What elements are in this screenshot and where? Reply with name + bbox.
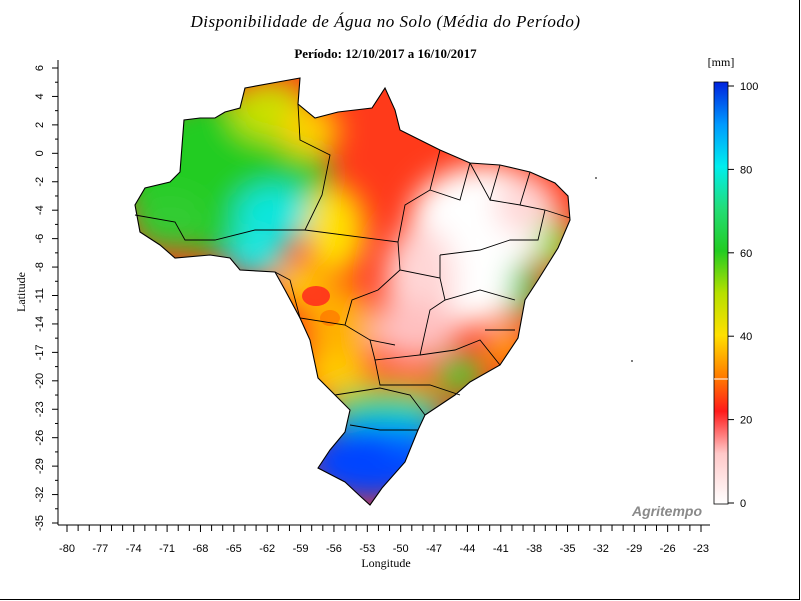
x-tick-label: -35 — [560, 543, 576, 555]
y-tick-label: 4 — [34, 93, 46, 99]
x-tick-label: -74 — [126, 543, 142, 555]
island-dot — [631, 360, 633, 362]
y-tick-label: -8 — [34, 262, 46, 272]
x-tick-label: -29 — [626, 543, 642, 555]
x-tick-label: -44 — [459, 543, 475, 555]
colorbar-unit: [mm] — [708, 55, 735, 69]
x-tick-label: -65 — [226, 543, 242, 555]
y-tick-label: -20 — [34, 373, 46, 389]
y-tick-label: -11 — [34, 288, 46, 303]
y-tick-label: -32 — [34, 487, 46, 503]
x-tick-label: -68 — [193, 543, 209, 555]
x-tick-label: -26 — [660, 543, 676, 555]
x-tick-label: -77 — [92, 543, 108, 555]
x-tick-label: -23 — [693, 543, 709, 555]
x-tick-label: -47 — [426, 543, 442, 555]
x-axis-label: Longitude — [361, 556, 410, 570]
y-tick-label: -26 — [34, 430, 46, 446]
state-borders — [134, 77, 571, 506]
y-tick-label: -29 — [34, 458, 46, 474]
y-tick-label: 0 — [34, 150, 46, 156]
map-title: Disponibilidade de Água no Solo (Média d… — [190, 12, 581, 31]
period-subtitle: Período: 12/10/2017 a 16/10/2017 — [294, 46, 477, 61]
x-tick-label: -50 — [393, 543, 409, 555]
x-tick-label: -56 — [326, 543, 342, 555]
colorbar-tick-label: 100 — [740, 81, 758, 93]
y-tick-label: -17 — [34, 344, 46, 360]
island-dot — [595, 177, 597, 179]
y-axis-ticks: 6 4 2 0 -2 -4 -6 -8 -11 -14 -17 -20 -23 -26 -29 -32 -35 — [34, 65, 58, 531]
y-tick-label: -6 — [34, 234, 46, 244]
water-availability-field — [135, 78, 570, 505]
x-tick-label: -53 — [359, 543, 375, 555]
x-tick-label: -59 — [293, 543, 309, 555]
y-tick-label: -14 — [34, 316, 46, 332]
x-tick-label: -62 — [259, 543, 275, 555]
colorbar-tick-label: 60 — [740, 248, 752, 260]
colorbar-tick-label: 0 — [740, 498, 746, 510]
x-tick-label: -41 — [493, 543, 509, 555]
agritempo-watermark: Agritempo — [632, 503, 702, 519]
y-tick-label: 6 — [34, 65, 46, 71]
colorbar-tick-label: 20 — [740, 415, 752, 427]
x-tick-label: -71 — [159, 543, 175, 555]
y-tick-label: 2 — [34, 122, 46, 128]
x-tick-label: -38 — [526, 543, 542, 555]
x-tick-label: -32 — [593, 543, 609, 555]
colorbar — [713, 81, 729, 505]
x-tick-label: -80 — [59, 543, 75, 555]
y-tick-label: -4 — [34, 205, 46, 215]
colorbar-tick-label: 40 — [740, 331, 752, 343]
y-tick-label: -23 — [34, 401, 46, 417]
y-tick-label: -2 — [34, 177, 46, 187]
y-tick-label: -35 — [34, 515, 46, 531]
y-axis-label: Latitude — [14, 272, 28, 312]
colorbar-tick-label: 80 — [740, 164, 752, 176]
colorbar-ticks: 100 80 60 40 20 0 — [728, 81, 758, 510]
x-axis-ticks: -80 -77 -74 -71 -68 -65 -62 -59 -56 -53 -50 -47 -44 -… — [59, 525, 709, 555]
